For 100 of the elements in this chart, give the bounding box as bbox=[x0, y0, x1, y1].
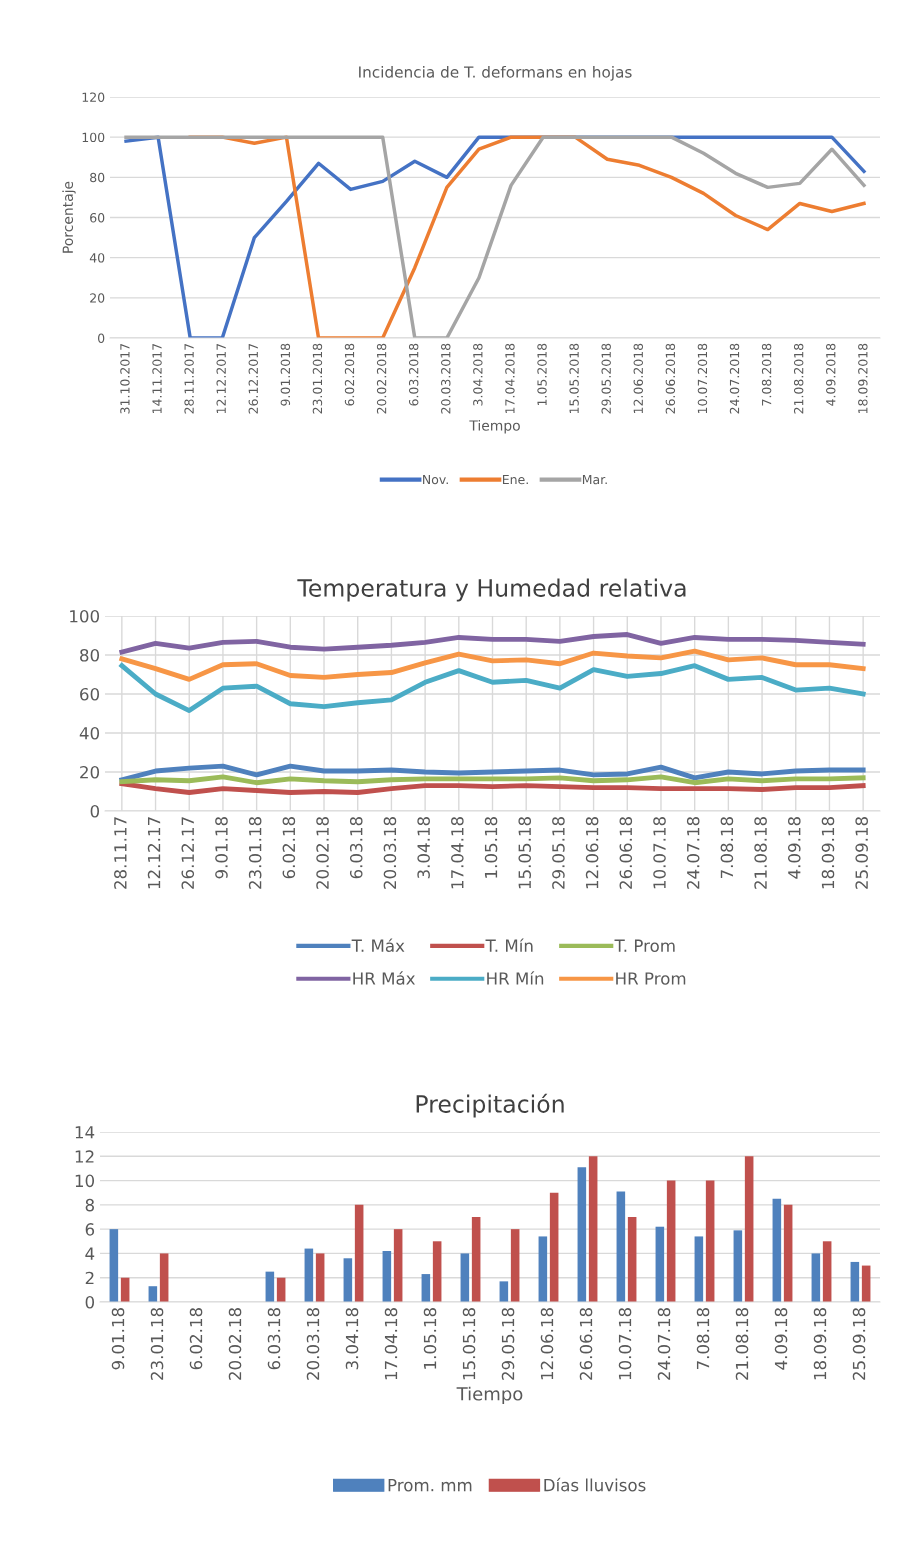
x-tick-label: 25.09.18 bbox=[852, 1308, 866, 1380]
bar bbox=[109, 1229, 119, 1302]
bar bbox=[588, 1156, 598, 1302]
y-tick-label: 0 bbox=[98, 333, 105, 343]
legend-label: T. Prom bbox=[614, 939, 675, 952]
x-tick-label: 12.06.2018 bbox=[633, 343, 643, 414]
x-tick-label: 7.08.2018 bbox=[761, 343, 772, 406]
x-tick-label: 4.09.2018 bbox=[826, 343, 836, 406]
y-tick-label: 60 bbox=[90, 212, 105, 223]
y-tick-label: 2 bbox=[85, 1271, 94, 1285]
line-series bbox=[119, 648, 866, 682]
x-tick-label: 7.08.18 bbox=[696, 1308, 710, 1370]
x-tick-label: 15.05.2018 bbox=[569, 343, 579, 414]
y-tick-label: 100 bbox=[70, 609, 100, 623]
bar bbox=[393, 1229, 403, 1302]
x-tick-label: 26.12.17 bbox=[181, 817, 195, 889]
bar bbox=[471, 1217, 481, 1302]
legend-label: HR Prom bbox=[616, 972, 686, 985]
bar bbox=[744, 1156, 754, 1302]
y-tick-label: 8 bbox=[85, 1198, 94, 1212]
bar bbox=[499, 1281, 509, 1302]
legend-label: Prom. mm bbox=[388, 1479, 472, 1492]
x-tick-label: 28.11.17 bbox=[114, 817, 127, 889]
y-tick-label: 12 bbox=[75, 1150, 94, 1163]
legend-label: T. Mín bbox=[485, 938, 533, 952]
x-tick-label: 6.03.18 bbox=[349, 817, 363, 879]
legend-label: HR Mín bbox=[487, 971, 544, 985]
bar bbox=[850, 1261, 860, 1302]
x-tick-label: 10.07.18 bbox=[653, 817, 666, 889]
x-tick-label: 9.01.2018 bbox=[280, 343, 291, 406]
x-tick-label: 26.06.18 bbox=[579, 1308, 593, 1380]
legend-label: T. Máx bbox=[351, 938, 405, 952]
bar bbox=[538, 1236, 548, 1302]
x-tick-label: 1.05.18 bbox=[484, 817, 498, 878]
x-tick-label: 1.05.18 bbox=[423, 1308, 437, 1369]
x-tick-label: 4.09.18 bbox=[774, 1308, 788, 1370]
bar bbox=[421, 1274, 431, 1302]
x-tick-label: 23.01.18 bbox=[248, 817, 262, 889]
x-tick-label: 20.03.2018 bbox=[441, 343, 451, 414]
x-tick-label: 10.07.18 bbox=[618, 1308, 632, 1380]
y-tick-label: 0 bbox=[85, 1295, 95, 1309]
x-tick-label: 26.06.2018 bbox=[665, 343, 676, 414]
y-tick-label: 20 bbox=[80, 765, 100, 779]
x-tick-label: 20.02.18 bbox=[316, 817, 329, 889]
x-axis-title: Tiempo bbox=[456, 1386, 523, 1405]
legend-label: Nov. bbox=[423, 474, 448, 485]
x-tick-label: 25.09.18 bbox=[855, 817, 868, 889]
bar bbox=[432, 1241, 442, 1302]
bar bbox=[510, 1229, 520, 1302]
x-tick-label: 29.05.18 bbox=[501, 1308, 515, 1380]
bar bbox=[783, 1204, 793, 1302]
x-tick-label: 18.09.18 bbox=[821, 817, 835, 889]
x-tick-label: 3.04.18 bbox=[417, 817, 430, 879]
x-tick-label: 21.08.2018 bbox=[793, 343, 804, 414]
y-tick-label: 4 bbox=[85, 1247, 95, 1260]
x-tick-label: 9.01.18 bbox=[215, 817, 228, 879]
bar bbox=[549, 1192, 559, 1302]
legend-label: HR Máx bbox=[353, 971, 416, 985]
x-tick-label: 9.01.18 bbox=[111, 1308, 125, 1370]
bar bbox=[577, 1167, 587, 1302]
x-tick-label: 26.06.18 bbox=[619, 817, 633, 889]
x-tick-label: 17.04.2018 bbox=[505, 343, 515, 414]
x-tick-label: 15.05.18 bbox=[462, 1308, 476, 1380]
legend-label: Ene. bbox=[502, 474, 528, 485]
bar bbox=[627, 1217, 637, 1302]
x-tick-label: 10.07.2018 bbox=[697, 343, 708, 414]
y-tick-label: 14 bbox=[75, 1126, 95, 1139]
bar bbox=[304, 1248, 314, 1302]
y-tick-label: 100 bbox=[82, 132, 105, 143]
bar bbox=[705, 1180, 715, 1302]
y-tick-label: 0 bbox=[90, 804, 100, 818]
x-tick-label: 26.12.2017 bbox=[248, 343, 258, 414]
bar bbox=[822, 1241, 832, 1302]
line-series bbox=[119, 781, 866, 795]
x-tick-label: 6.02.2018 bbox=[344, 343, 355, 406]
bar bbox=[655, 1226, 665, 1302]
legend-label: Mar. bbox=[582, 474, 607, 485]
line-series bbox=[119, 632, 866, 655]
x-tick-label: 14.11.2017 bbox=[152, 343, 162, 414]
x-tick-label: 6.02.18 bbox=[189, 1308, 203, 1370]
x-tick-label: 23.01.2018 bbox=[312, 343, 323, 414]
y-axis-title: Porcentaje bbox=[62, 181, 76, 253]
x-tick-label: 24.07.18 bbox=[657, 1308, 671, 1380]
chart-title: Precipitación bbox=[416, 1093, 564, 1118]
legend-label: Días lluvisos bbox=[544, 1477, 646, 1492]
y-tick-label: 60 bbox=[80, 687, 100, 701]
bar bbox=[733, 1230, 743, 1302]
line-series bbox=[119, 763, 866, 783]
line-series bbox=[119, 663, 866, 714]
x-tick-label: 18.09.18 bbox=[813, 1308, 827, 1380]
y-tick-label: 10 bbox=[75, 1174, 95, 1188]
x-tick-label: 17.04.18 bbox=[384, 1308, 398, 1380]
x-tick-label: 15.05.18 bbox=[518, 817, 532, 889]
chart-title: Incidencia de T. deformans en hojas bbox=[359, 65, 632, 81]
bar bbox=[666, 1180, 676, 1302]
x-tick-label: 6.03.2018 bbox=[408, 343, 419, 406]
x-tick-label: 6.02.18 bbox=[282, 817, 296, 879]
bar bbox=[315, 1253, 325, 1302]
y-tick-label: 120 bbox=[82, 92, 105, 102]
bar bbox=[382, 1251, 392, 1302]
